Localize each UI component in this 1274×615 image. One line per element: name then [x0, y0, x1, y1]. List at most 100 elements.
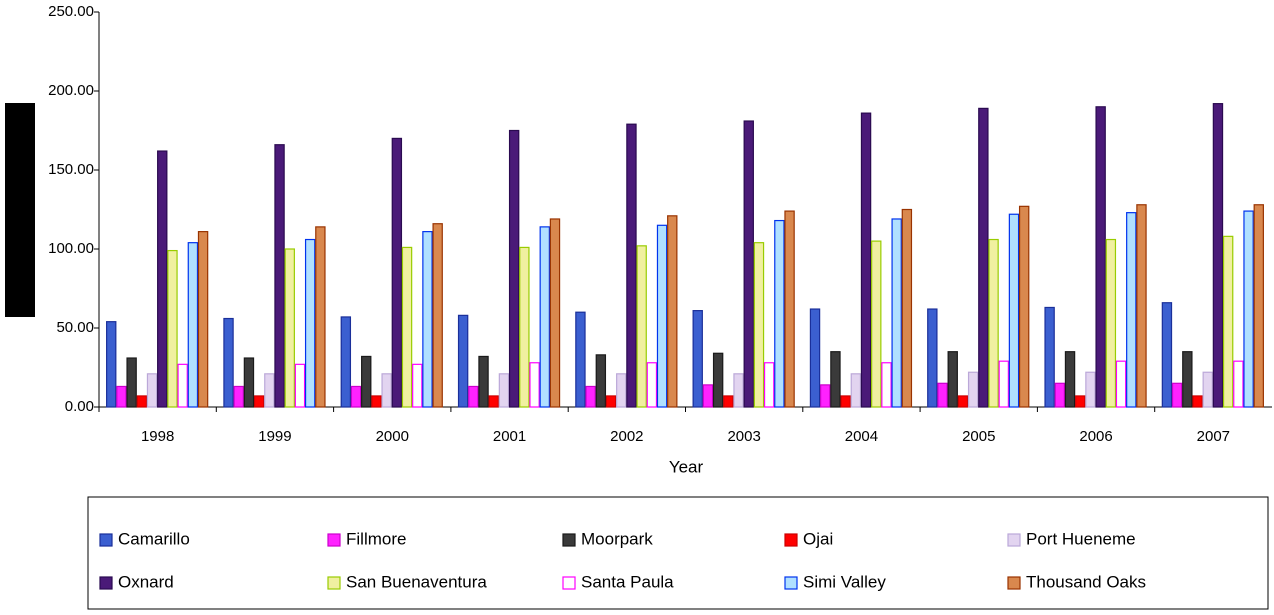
bar — [116, 385, 127, 408]
legend-label: Santa Paula — [581, 572, 674, 591]
legend-label: Fillmore — [346, 529, 406, 548]
bar — [784, 210, 795, 408]
bar — [264, 373, 275, 408]
x-tick-label: 2006 — [1079, 428, 1112, 445]
x-tick-label: 1998 — [141, 428, 174, 445]
x-tick-label: 2003 — [727, 428, 760, 445]
bar — [850, 373, 862, 408]
bar — [253, 395, 265, 408]
bar — [1136, 204, 1147, 408]
bar — [294, 363, 306, 408]
bar — [468, 385, 479, 408]
bar — [998, 360, 1009, 408]
bar — [136, 395, 148, 408]
bar — [391, 137, 403, 408]
legend-marker — [1007, 533, 1021, 547]
bar — [1008, 213, 1020, 408]
bar — [712, 352, 724, 408]
legend-box — [87, 496, 1269, 610]
legend-marker — [1007, 576, 1021, 590]
bar — [284, 248, 295, 408]
legend-marker — [784, 576, 798, 590]
x-tick-label: 2001 — [493, 428, 526, 445]
bar — [340, 316, 352, 408]
bar — [1243, 210, 1254, 408]
bar — [106, 321, 117, 408]
bar — [840, 395, 851, 408]
bar — [1161, 302, 1173, 408]
bar — [223, 317, 234, 408]
bar — [626, 123, 637, 408]
bar — [304, 238, 316, 408]
bar — [1212, 103, 1224, 408]
bar — [457, 314, 469, 408]
bar — [636, 245, 647, 408]
legend-marker — [562, 533, 576, 547]
bar — [753, 242, 765, 408]
legend-label: Camarillo — [118, 529, 190, 548]
bar — [595, 354, 607, 408]
bar — [743, 120, 754, 408]
bar — [549, 218, 561, 408]
bar — [361, 355, 372, 408]
bar — [243, 357, 255, 408]
bar — [1115, 360, 1127, 408]
bar — [1233, 360, 1244, 408]
bar — [381, 373, 392, 408]
bar — [871, 240, 882, 408]
legend-marker — [99, 533, 113, 547]
bar — [616, 373, 627, 408]
bar — [901, 208, 913, 408]
legend-label: Port Hueneme — [1026, 529, 1136, 548]
bar — [1171, 382, 1183, 408]
bar — [881, 362, 892, 408]
legend-marker — [784, 533, 798, 547]
bar — [957, 395, 969, 408]
bar — [1222, 235, 1234, 408]
legend-label: Thousand Oaks — [1026, 572, 1146, 591]
bar — [498, 373, 510, 408]
bar — [763, 362, 775, 408]
bar — [605, 395, 617, 408]
y-tick-label: 200.00 — [48, 82, 94, 99]
bar — [529, 362, 540, 408]
bar — [692, 310, 703, 408]
legend-label: Simi Valley — [803, 572, 886, 591]
y-tick-label: 0.00 — [65, 398, 94, 415]
bar — [575, 311, 586, 408]
bar — [488, 395, 499, 408]
bar — [1095, 106, 1106, 408]
bar — [187, 242, 199, 408]
y-tick-label: 50.00 — [56, 319, 94, 336]
bar — [585, 385, 596, 408]
bar — [126, 357, 137, 408]
legend-marker — [327, 533, 341, 547]
bar — [274, 144, 285, 408]
x-tick-label: 2007 — [1197, 428, 1230, 445]
bar — [646, 362, 658, 408]
bar — [371, 395, 382, 408]
bar — [315, 226, 326, 408]
x-tick-label: 2002 — [610, 428, 643, 445]
x-tick-label: 1999 — [258, 428, 291, 445]
bar — [978, 107, 989, 408]
bar — [1064, 351, 1076, 408]
legend-label: Ojai — [803, 529, 833, 548]
bar — [1085, 371, 1096, 408]
bar — [947, 351, 958, 408]
bar — [432, 223, 443, 408]
bar — [519, 246, 530, 408]
y-tick-label: 250.00 — [48, 3, 94, 20]
bar — [1044, 306, 1055, 408]
bar — [1202, 371, 1213, 408]
x-axis-title: Year — [669, 457, 704, 476]
bar — [656, 224, 668, 408]
bar — [937, 382, 948, 408]
bar — [401, 246, 413, 408]
bar — [860, 112, 872, 408]
bar — [478, 355, 489, 408]
bar — [146, 373, 158, 408]
bar — [830, 351, 841, 408]
bar — [988, 238, 999, 408]
